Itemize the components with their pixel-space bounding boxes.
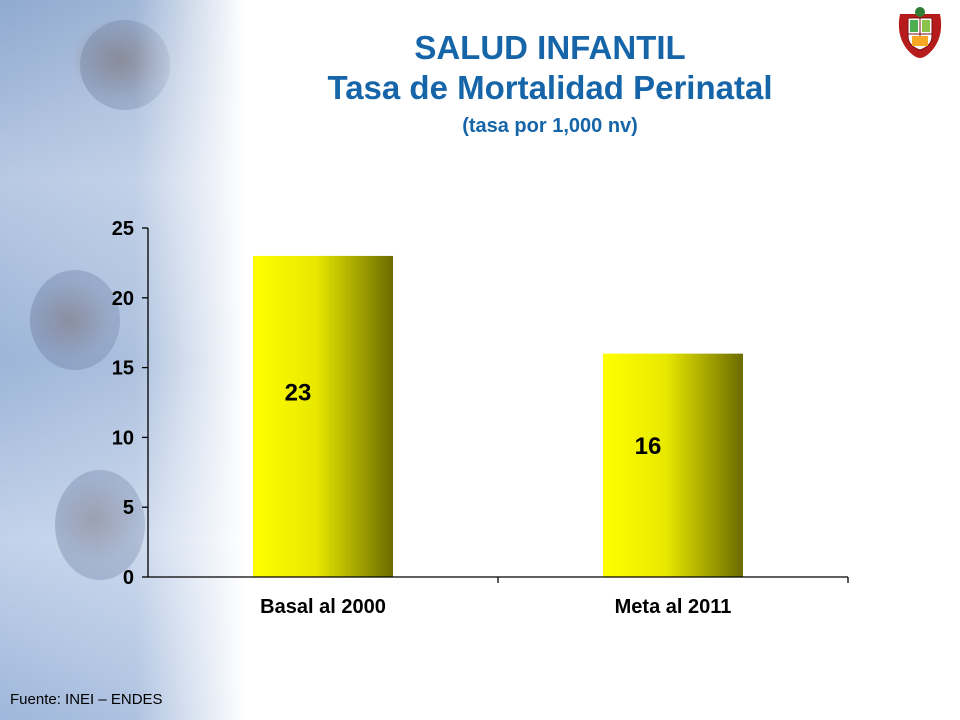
- y-axis-ticks: 0 5 10 15 20 25: [112, 218, 148, 589]
- bars-group: 23 16: [253, 255, 743, 578]
- title-line-1: SALUD INFANTIL: [414, 29, 686, 66]
- bar-2: [603, 353, 743, 577]
- y-tick-label: 10: [112, 427, 134, 449]
- y-tick-label: 0: [123, 567, 134, 589]
- photo-fade-overlay: [0, 0, 245, 720]
- x-category-label: Meta al 2011: [615, 596, 732, 618]
- title-line-2: Tasa de Mortalidad Perinatal: [327, 69, 773, 106]
- coat-of-arms-icon: [898, 7, 942, 58]
- slide-header: SALUD INFANTIL Tasa de Mortalidad Perina…: [250, 28, 850, 140]
- x-axis-categories: Basal al 2000 Meta al 2011: [260, 577, 849, 618]
- source-note: Fuente: INEI – ENDES: [10, 691, 163, 708]
- x-category-label: Basal al 2000: [260, 596, 386, 618]
- y-tick-label: 15: [112, 358, 134, 380]
- bar-1: [253, 255, 393, 578]
- y-tick-label: 20: [112, 288, 134, 310]
- bar-data-label: 16: [635, 433, 662, 460]
- subtitle: (tasa por 1,000 nv): [462, 115, 638, 137]
- y-tick-label: 5: [123, 497, 134, 519]
- y-tick-label: 25: [112, 218, 134, 240]
- bar-data-label: 23: [285, 379, 312, 406]
